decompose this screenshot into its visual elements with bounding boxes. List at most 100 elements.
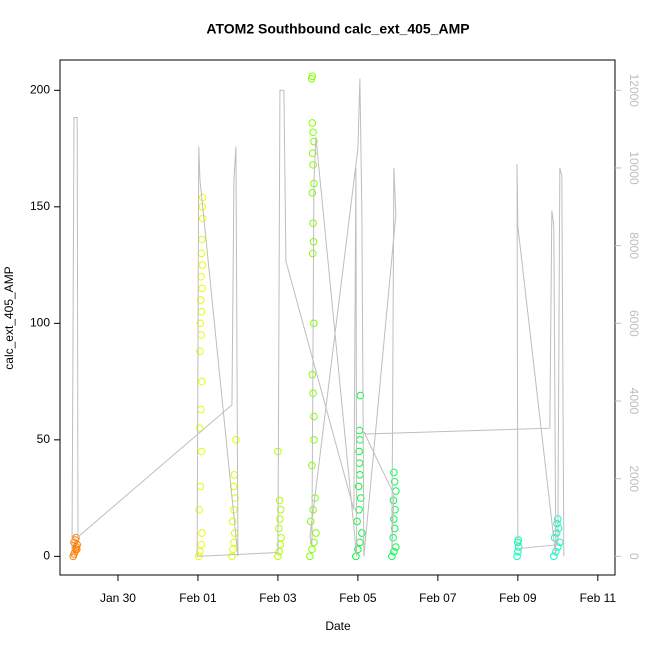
- point: [198, 193, 207, 202]
- point: [276, 505, 285, 514]
- y2-tick-label: 2000: [627, 465, 641, 492]
- point: [198, 214, 207, 223]
- point: [310, 436, 318, 444]
- x-tick-label: Feb 05: [339, 591, 377, 605]
- point: [274, 524, 283, 533]
- point: [228, 552, 236, 561]
- point: [308, 545, 316, 554]
- point: [388, 552, 396, 561]
- point: [197, 447, 206, 456]
- point: [196, 347, 204, 356]
- point: [308, 149, 317, 158]
- point: [198, 529, 206, 537]
- point: [356, 470, 364, 479]
- point: [310, 319, 318, 328]
- point: [308, 249, 317, 258]
- point: [196, 482, 205, 491]
- point: [310, 538, 318, 547]
- y2-tick-label: 4000: [627, 388, 641, 415]
- point: [197, 331, 205, 339]
- point: [358, 529, 366, 537]
- point: [355, 447, 363, 456]
- point: [310, 412, 318, 421]
- point: [390, 477, 399, 486]
- y-tick-label: 150: [30, 199, 50, 213]
- point: [306, 517, 315, 526]
- point: [354, 545, 362, 554]
- y2-tick-label: 8000: [627, 232, 641, 259]
- point: [195, 424, 204, 432]
- point: [230, 470, 239, 479]
- point: [230, 529, 239, 537]
- point: [308, 189, 317, 197]
- y-axis-label: calc_ext_405_AMP: [2, 266, 16, 369]
- plot-box: [59, 59, 616, 576]
- point: [229, 482, 238, 491]
- y2-tick-label: 6000: [627, 310, 641, 337]
- point: [275, 547, 283, 556]
- line: [71, 78, 565, 557]
- point: [308, 370, 317, 379]
- point: [513, 552, 521, 561]
- point: [72, 545, 81, 554]
- point: [72, 533, 80, 542]
- x-tick-label: Feb 07: [419, 591, 457, 605]
- point: [197, 272, 205, 281]
- point: [390, 547, 398, 556]
- point: [196, 547, 204, 556]
- point: [553, 519, 561, 528]
- point: [356, 436, 364, 444]
- point: [556, 538, 564, 547]
- x-tick-label: Jan 30: [100, 591, 136, 605]
- point: [197, 307, 206, 316]
- point: [514, 543, 523, 551]
- point: [355, 459, 364, 467]
- y-tick-label: 0: [43, 549, 50, 563]
- y-tick-label: 100: [30, 315, 50, 329]
- point: [355, 426, 364, 435]
- chart-title: ATOM2 Southbound calc_ext_405_AMP: [206, 21, 469, 37]
- point: [308, 72, 317, 81]
- point: [390, 515, 398, 523]
- point: [198, 284, 206, 293]
- point: [198, 377, 206, 386]
- point: [310, 137, 318, 146]
- point: [198, 235, 206, 244]
- point: [195, 505, 203, 514]
- point: [356, 391, 365, 400]
- point: [229, 545, 237, 554]
- y-tick-label: 200: [30, 82, 50, 96]
- point: [196, 296, 205, 304]
- y2-tick-label: 12000: [627, 74, 641, 108]
- point: [232, 436, 240, 444]
- point: [514, 547, 522, 556]
- point: [356, 538, 364, 547]
- point: [309, 219, 317, 227]
- point: [276, 515, 284, 523]
- point: [230, 538, 238, 547]
- point: [308, 119, 317, 127]
- point: [354, 482, 363, 491]
- point: [389, 533, 397, 542]
- x-tick-label: Feb 09: [499, 591, 537, 605]
- x-tick-label: Feb 01: [179, 591, 217, 605]
- point: [309, 128, 317, 137]
- point: [356, 494, 365, 502]
- point: [197, 249, 206, 258]
- point: [274, 552, 282, 561]
- point: [392, 543, 400, 551]
- point: [197, 540, 205, 549]
- x-tick-label: Feb 11: [580, 591, 617, 605]
- point: [228, 517, 237, 526]
- x-tick-label: Feb 03: [259, 591, 297, 605]
- point: [196, 405, 205, 414]
- point: [390, 524, 399, 533]
- point: [355, 505, 363, 514]
- point: [309, 161, 317, 169]
- y2-tick-label: 10000: [627, 151, 641, 185]
- y-tick-label: 50: [37, 432, 51, 446]
- y2-tick-label: 0: [627, 553, 641, 560]
- point: [306, 552, 314, 561]
- point: [352, 552, 360, 561]
